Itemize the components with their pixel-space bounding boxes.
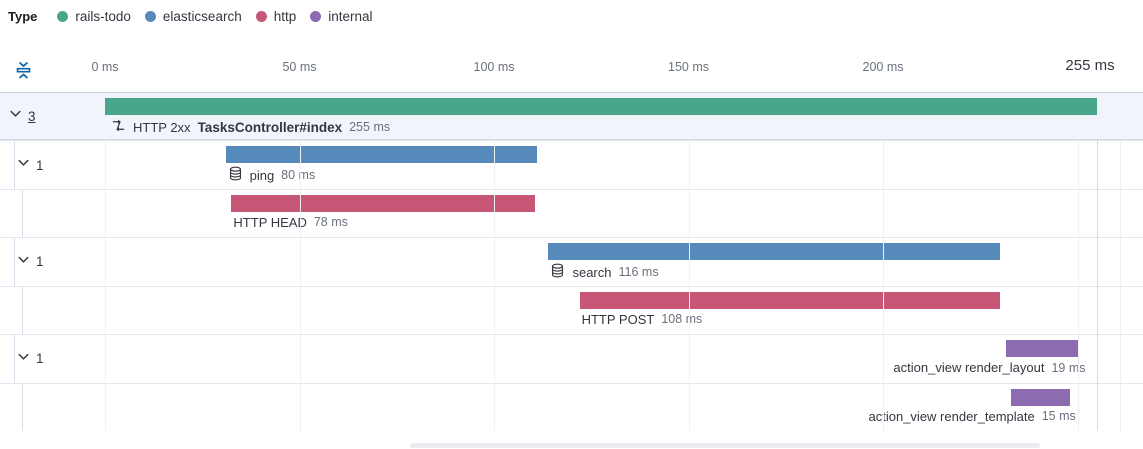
waterfall-row: 1 search 116 ms <box>0 237 1143 286</box>
accordion-toggle[interactable]: 1 <box>16 238 44 285</box>
gridline <box>494 140 496 431</box>
horizontal-scrollbar[interactable] <box>410 443 1040 448</box>
axis-end-tick-label: 255 ms <box>1065 57 1115 74</box>
waterfall-row: 3 HTTP 2xx TasksController#index 255 ms <box>0 92 1143 141</box>
legend-item-label: internal <box>328 9 373 24</box>
chart-edge-line <box>1097 140 1098 431</box>
gridline <box>105 140 106 431</box>
span-label: action_view render_template 15 ms <box>869 409 1076 424</box>
span-duration: 19 ms <box>1051 360 1086 375</box>
accordion-toggle[interactable]: 1 <box>16 335 44 382</box>
legend-item-rails-todo[interactable]: rails-todo <box>57 9 131 24</box>
transaction-icon <box>111 118 126 136</box>
legend-title: Type <box>8 9 38 24</box>
waterfall-row: 1 action_view render_layout 19 ms <box>0 334 1143 383</box>
gridline <box>883 140 885 431</box>
gridline <box>1077 140 1079 431</box>
chevron-down-icon <box>16 252 31 272</box>
span-label: HTTP 2xx TasksController#index 255 ms <box>111 118 390 136</box>
indent-guide-line <box>14 335 15 383</box>
legend-item-http[interactable]: http <box>255 9 297 24</box>
span-name: TasksController#index <box>197 119 343 135</box>
child-count: 1 <box>36 157 44 173</box>
span-bar[interactable] <box>231 194 535 212</box>
legend-color-dot <box>255 11 267 22</box>
span-name: ping <box>249 167 275 183</box>
axis-tick-label: 100 ms <box>473 60 515 74</box>
legend-item-internal[interactable]: internal <box>310 9 373 24</box>
span-label: HTTP POST 108 ms <box>582 312 703 327</box>
database-icon <box>228 166 243 184</box>
accordion-toggle[interactable]: 3 <box>8 93 36 139</box>
span-name: HTTP HEAD <box>233 214 307 230</box>
waterfall-row: HTTP POST 108 ms <box>0 285 1143 335</box>
span-duration: 80 ms <box>281 168 316 183</box>
indent-guide-line <box>14 238 15 286</box>
span-duration: 15 ms <box>1041 409 1076 424</box>
span-name: search <box>572 264 612 280</box>
legend-color-dot <box>57 11 69 22</box>
span-name: action_view render_layout <box>893 360 1045 376</box>
span-bar[interactable] <box>579 291 1000 309</box>
chevron-down-icon <box>16 155 31 175</box>
span-name: HTTP POST <box>581 311 655 327</box>
span-bar[interactable] <box>548 243 1000 261</box>
child-count: 1 <box>36 254 44 270</box>
indent-guide-line <box>14 141 15 189</box>
indent-guide-line <box>22 383 23 431</box>
span-duration: 255 ms <box>349 120 391 134</box>
indent-guide-line <box>22 189 23 238</box>
legend-item-label: rails-todo <box>75 9 131 24</box>
gridline <box>688 140 690 431</box>
span-duration: 108 ms <box>661 312 703 327</box>
legend: Type rails-todo elasticsearch http internal <box>8 9 373 24</box>
chevron-down-icon <box>16 349 31 369</box>
waterfall-row: 1 ping 80 ms <box>0 140 1143 189</box>
span-label: HTTP HEAD 78 ms <box>233 215 347 230</box>
container-edge-line <box>1120 140 1121 431</box>
chevron-down-icon <box>8 106 23 126</box>
span-prefix: HTTP 2xx <box>133 119 191 135</box>
transaction-bar[interactable] <box>105 98 1097 115</box>
axis-tick-label: 150 ms <box>668 60 710 74</box>
span-bar[interactable] <box>1011 388 1070 406</box>
collapse-all-button[interactable] <box>13 59 35 81</box>
legend-item-label: http <box>273 9 297 24</box>
span-duration: 78 ms <box>313 215 348 230</box>
legend-color-dot <box>310 11 322 22</box>
axis-tick-label: 50 ms <box>282 60 317 74</box>
span-name: action_view render_template <box>868 408 1035 424</box>
span-label: action_view render_layout 19 ms <box>893 360 1085 375</box>
waterfall-row: action_view render_template 15 ms <box>0 382 1143 431</box>
axis-tick-label: 200 ms <box>862 60 904 74</box>
child-count: 3 <box>28 108 36 124</box>
span-label: search 116 ms <box>550 263 659 281</box>
span-duration: 116 ms <box>618 265 659 280</box>
accordion-toggle[interactable]: 1 <box>16 141 44 188</box>
legend-item-elasticsearch[interactable]: elasticsearch <box>144 9 242 24</box>
legend-color-dot <box>144 11 156 22</box>
waterfall-row: HTTP HEAD 78 ms <box>0 188 1143 238</box>
span-label: ping 80 ms <box>228 166 316 184</box>
database-icon <box>550 263 565 281</box>
fold-icon <box>16 61 31 79</box>
legend-item-label: elasticsearch <box>162 9 242 24</box>
span-bar[interactable] <box>225 146 537 164</box>
axis-tick-label: 0 ms <box>91 60 119 74</box>
child-count: 1 <box>36 351 44 367</box>
gridline <box>299 140 301 431</box>
span-bar[interactable] <box>1005 340 1080 358</box>
indent-guide-line <box>22 286 23 335</box>
